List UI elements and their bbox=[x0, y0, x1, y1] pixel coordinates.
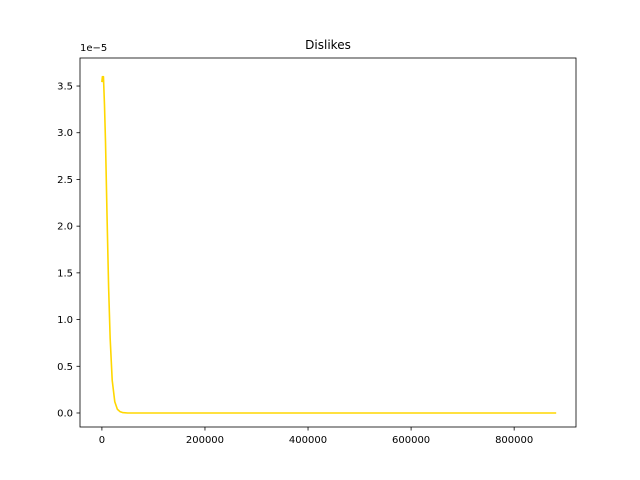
y-tick-label: 3.0 bbox=[57, 128, 73, 139]
x-tick-label: 800000 bbox=[495, 435, 533, 446]
y-tick-label: 0.0 bbox=[57, 408, 73, 419]
series-line-0 bbox=[101, 75, 557, 414]
x-tick-label: 0 bbox=[99, 435, 105, 446]
chart-title: Dislikes bbox=[305, 38, 351, 52]
axes-frame bbox=[79, 57, 577, 428]
y-tick-label: 2.5 bbox=[57, 175, 73, 186]
plot-area: 0 200000 400000 600000 800000 0.0 0.5 1.0 1.5 2.0… bbox=[57, 57, 577, 446]
y-tick-label: 2.0 bbox=[57, 222, 73, 233]
x-tick-label: 400000 bbox=[289, 435, 327, 446]
y-tick-label: 0.5 bbox=[57, 362, 73, 373]
y-tick-label: 1.0 bbox=[57, 315, 73, 326]
x-tick-label: 200000 bbox=[186, 435, 224, 446]
y-tick-label: 1.5 bbox=[57, 268, 73, 279]
y-axis-multiplier-label: 1e−5 bbox=[80, 43, 107, 54]
y-tick-label: 3.5 bbox=[57, 82, 73, 93]
x-tick-label: 600000 bbox=[392, 435, 430, 446]
